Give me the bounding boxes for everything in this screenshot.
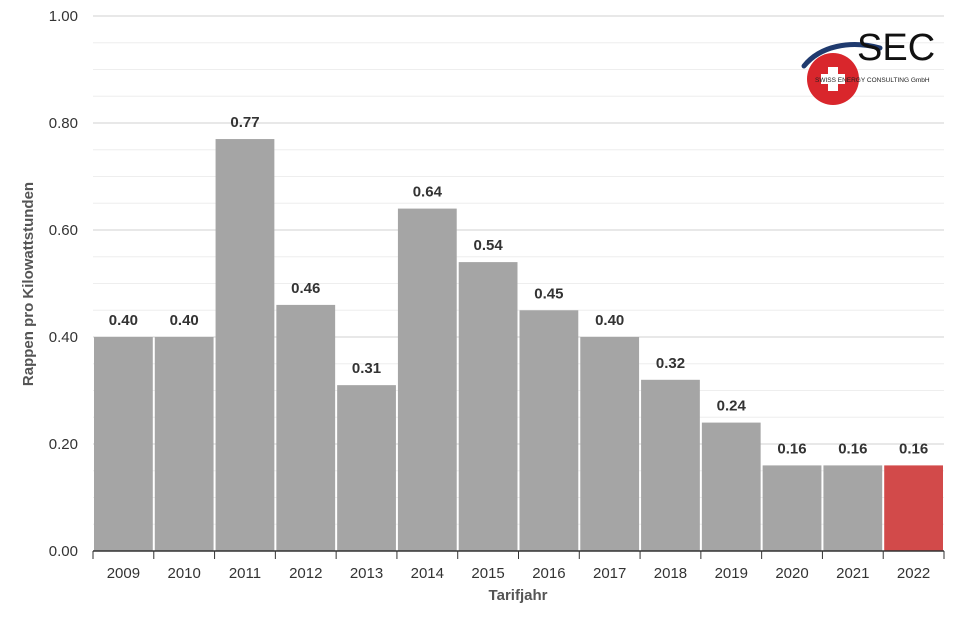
x-tick-label: 2019 bbox=[715, 565, 748, 582]
x-axis-title: Tarifjahr bbox=[489, 587, 548, 604]
data-label-2012: 0.46 bbox=[291, 280, 320, 297]
data-label-2020: 0.16 bbox=[777, 440, 806, 457]
data-label-2022: 0.16 bbox=[899, 440, 928, 457]
bar-2020 bbox=[762, 465, 822, 551]
logo-swoosh bbox=[801, 42, 883, 69]
x-tick-label: 2021 bbox=[836, 565, 869, 582]
data-label-2018: 0.32 bbox=[656, 355, 685, 372]
x-tick-label: 2018 bbox=[654, 565, 687, 582]
y-tick-label: 0.20 bbox=[49, 436, 78, 453]
data-label-2019: 0.24 bbox=[717, 398, 747, 415]
logo-subtitle: SWISS ENERGY CONSULTING GmbH bbox=[815, 77, 930, 84]
data-label-2015: 0.54 bbox=[474, 237, 504, 254]
sec-logo: SEC SWISS ENERGY CONSULTING GmbH bbox=[801, 27, 935, 105]
bar-2019 bbox=[701, 422, 761, 551]
bar-2012 bbox=[276, 304, 336, 551]
bar-2013 bbox=[337, 385, 396, 551]
x-tick-label: 2015 bbox=[471, 565, 504, 582]
bar-2011 bbox=[215, 139, 275, 552]
x-tick-label: 2010 bbox=[167, 565, 200, 582]
y-tick-label: 0.60 bbox=[49, 222, 78, 239]
data-label-2010: 0.40 bbox=[170, 312, 199, 329]
y-tick-label: 1.00 bbox=[49, 8, 78, 25]
bar-2018 bbox=[641, 379, 700, 551]
data-labels: 0.40 0.40 0.77 0.46 0.31 0.64 0.54 0.45 0.40 0.32… bbox=[109, 114, 928, 457]
x-tick-label: 2017 bbox=[593, 565, 626, 582]
bar-2015 bbox=[458, 262, 518, 551]
y-axis-ticks: 0.00 0.20 0.40 0.60 0.80 1.00 bbox=[49, 8, 78, 560]
x-tick-label: 2020 bbox=[775, 565, 808, 582]
data-label-2021: 0.16 bbox=[838, 440, 867, 457]
bar-2009 bbox=[94, 337, 153, 551]
data-label-2013: 0.31 bbox=[352, 360, 381, 377]
x-tick-label: 2014 bbox=[411, 565, 444, 582]
data-label-2011: 0.77 bbox=[230, 114, 259, 131]
bar-2016 bbox=[519, 310, 579, 551]
bars bbox=[94, 139, 943, 552]
data-label-2014: 0.64 bbox=[413, 184, 443, 201]
x-tick-label: 2013 bbox=[350, 565, 383, 582]
x-tick-label: 2022 bbox=[897, 565, 930, 582]
y-axis-title: Rappen pro Kilowattstunden bbox=[20, 182, 37, 386]
data-label-2009: 0.40 bbox=[109, 312, 138, 329]
x-tick-label: 2011 bbox=[229, 565, 261, 582]
bar-2010 bbox=[154, 337, 214, 551]
y-tick-label: 0.40 bbox=[49, 329, 78, 346]
logo-name: SEC bbox=[857, 27, 935, 69]
data-label-2016: 0.45 bbox=[534, 285, 563, 302]
x-tick-label: 2012 bbox=[289, 565, 322, 582]
y-tick-label: 0.80 bbox=[49, 115, 78, 132]
bar-2021 bbox=[823, 465, 883, 551]
bar-2014 bbox=[397, 208, 457, 551]
data-label-2017: 0.40 bbox=[595, 312, 624, 329]
x-tick-label: 2009 bbox=[107, 565, 140, 582]
x-axis-ticks: 2009 2010 2011 2012 2013 2014 2015 2016 2017 2018… bbox=[92, 551, 945, 582]
x-tick-label: 2016 bbox=[532, 565, 565, 582]
bar-2017 bbox=[580, 337, 640, 551]
bar-2022 bbox=[884, 465, 943, 551]
swiss-cross-icon bbox=[821, 67, 845, 91]
y-tick-label: 0.00 bbox=[49, 543, 78, 560]
